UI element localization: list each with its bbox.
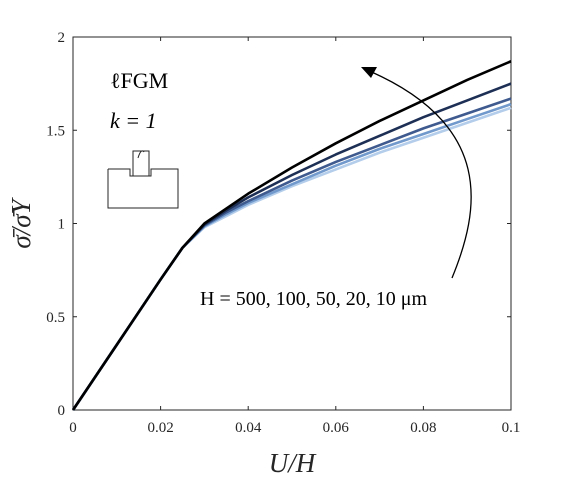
y-tick-label: 0.5: [46, 310, 65, 326]
specimen-sketch-icon: [107, 150, 179, 209]
x-tick-label: 0.04: [235, 420, 262, 436]
series-line: [71, 60, 512, 411]
x-tick-label: 0.1: [502, 420, 521, 436]
y-axis: 0 0.5 1 1.5 2: [46, 30, 511, 419]
y-axis-title: σ̄/σ̄Y: [6, 196, 36, 248]
x-tick-label: 0: [69, 420, 77, 436]
length-scale-label: ℓFGM: [110, 68, 168, 93]
annotation-arrow: [366, 69, 472, 279]
x-axis-title: U/H: [269, 448, 317, 478]
y-tick-label: 0: [58, 403, 66, 419]
y-tick-label: 2: [58, 30, 66, 46]
x-axis: 0 0.02 0.04 0.06 0.08 0.1: [69, 37, 520, 436]
x-tick-label: 0.02: [147, 420, 173, 436]
k-label: k = 1: [110, 108, 157, 133]
annotation-arrow-head: [361, 67, 377, 78]
y-tick-label: 1.5: [46, 123, 65, 139]
plot-area-frame: [72, 36, 512, 411]
x-tick-label: 0.08: [410, 420, 436, 436]
x-tick-label: 0.06: [323, 420, 350, 436]
series-group: [71, 60, 512, 411]
series-annotation-label: H = 500, 100, 50, 20, 10 μm: [200, 288, 427, 310]
y-tick-label: 1: [58, 217, 66, 233]
